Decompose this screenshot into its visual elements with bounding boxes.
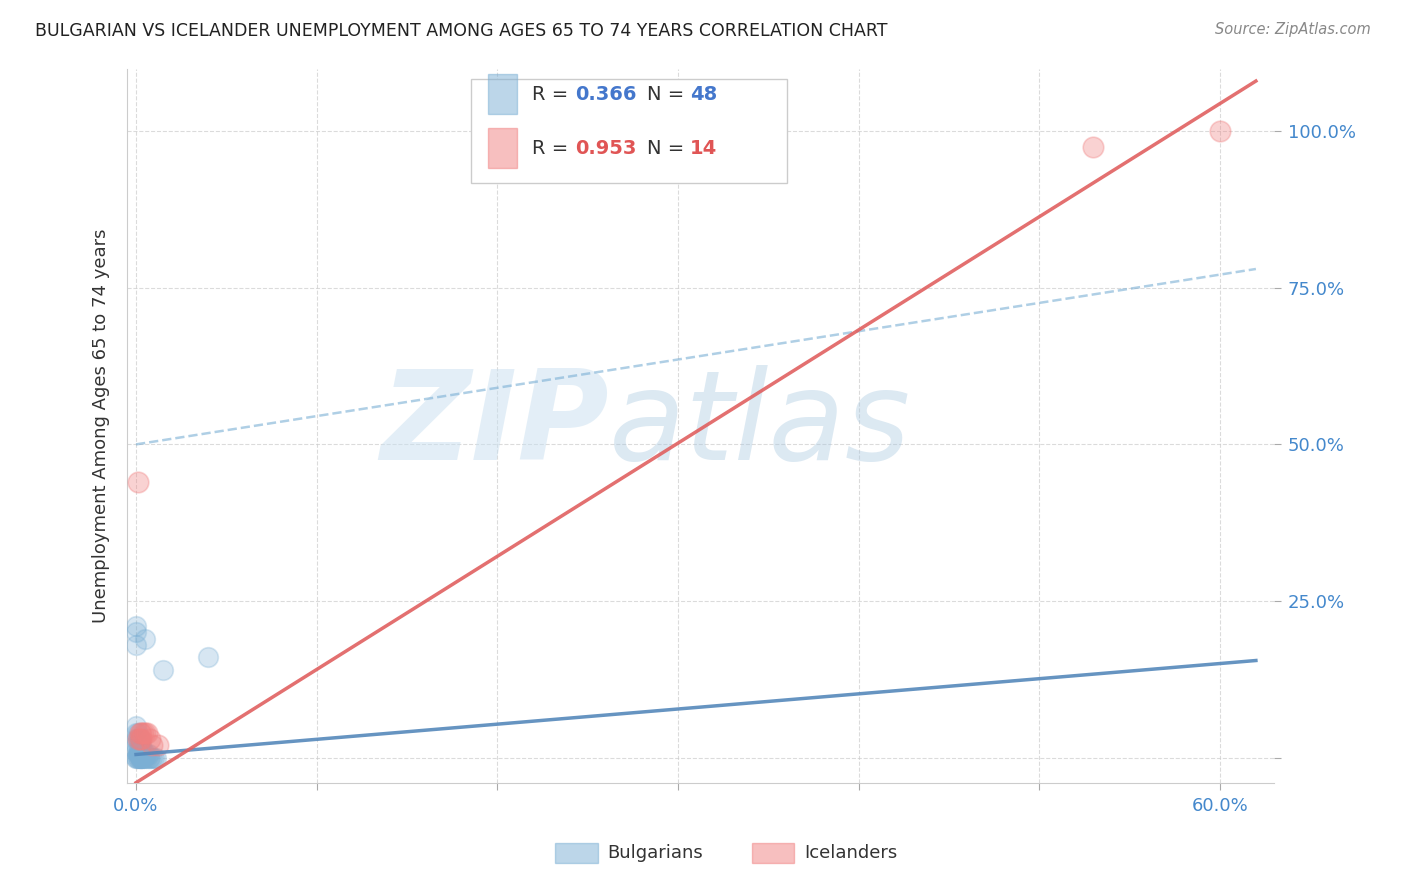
Point [197, 650, 219, 665]
Point [145, 750, 167, 764]
Text: 0.953: 0.953 [575, 138, 637, 158]
Point [128, 747, 150, 762]
Point [127, 731, 149, 746]
Point [135, 747, 157, 762]
Point [128, 744, 150, 758]
Point [146, 738, 169, 752]
Point [125, 719, 148, 733]
Point [138, 747, 160, 762]
Point [128, 731, 150, 746]
Point [138, 750, 160, 764]
Point [127, 731, 149, 746]
Point [127, 738, 149, 752]
Point [135, 725, 157, 739]
Point [134, 725, 156, 739]
Point [125, 744, 148, 758]
Point [135, 750, 157, 764]
Text: Icelanders: Icelanders [804, 844, 897, 862]
Text: Bulgarians: Bulgarians [607, 844, 703, 862]
Point [1083, 140, 1105, 154]
Point [127, 750, 149, 764]
Point [125, 725, 148, 739]
Point [132, 744, 155, 758]
Point [127, 744, 149, 758]
Point [132, 750, 155, 764]
Point [127, 750, 149, 764]
Text: 48: 48 [690, 85, 717, 103]
Text: 14: 14 [690, 138, 717, 158]
FancyBboxPatch shape [488, 128, 517, 168]
Point [141, 738, 163, 752]
Point [134, 747, 156, 762]
Text: R =: R = [531, 85, 575, 103]
Y-axis label: Unemployment Among Ages 65 to 74 years: Unemployment Among Ages 65 to 74 years [93, 228, 110, 623]
Point [1209, 124, 1232, 138]
Point [143, 750, 166, 764]
Point [132, 747, 155, 762]
Point [128, 738, 150, 752]
Point [125, 619, 148, 633]
Text: ZIP: ZIP [380, 365, 609, 486]
Point [152, 663, 174, 677]
Point [128, 731, 150, 746]
Point [132, 725, 155, 739]
Point [134, 750, 156, 764]
Point [127, 747, 149, 762]
Point [134, 632, 156, 646]
Point [131, 731, 153, 746]
Point [131, 750, 153, 764]
Point [125, 625, 148, 640]
FancyBboxPatch shape [488, 74, 517, 113]
Point [131, 738, 153, 752]
Text: N =: N = [647, 138, 690, 158]
Point [131, 750, 153, 764]
FancyBboxPatch shape [471, 79, 786, 183]
Point [132, 750, 155, 764]
Point [127, 725, 149, 739]
Point [125, 731, 148, 746]
Point [141, 750, 163, 764]
Point [131, 747, 153, 762]
Point [125, 750, 148, 764]
Point [127, 747, 149, 762]
Point [127, 475, 149, 489]
Text: R =: R = [531, 138, 575, 158]
Point [139, 731, 162, 746]
Text: atlas: atlas [609, 365, 911, 486]
Point [139, 750, 162, 764]
Text: Source: ZipAtlas.com: Source: ZipAtlas.com [1215, 22, 1371, 37]
Point [128, 747, 150, 762]
Point [128, 725, 150, 739]
Text: 0.366: 0.366 [575, 85, 637, 103]
Text: N =: N = [647, 85, 690, 103]
Point [131, 725, 153, 739]
Point [125, 638, 148, 652]
Point [128, 750, 150, 764]
Point [131, 744, 153, 758]
Point [125, 750, 148, 764]
Text: BULGARIAN VS ICELANDER UNEMPLOYMENT AMONG AGES 65 TO 74 YEARS CORRELATION CHART: BULGARIAN VS ICELANDER UNEMPLOYMENT AMON… [35, 22, 887, 40]
Point [128, 750, 150, 764]
Point [125, 738, 148, 752]
Point [131, 750, 153, 764]
